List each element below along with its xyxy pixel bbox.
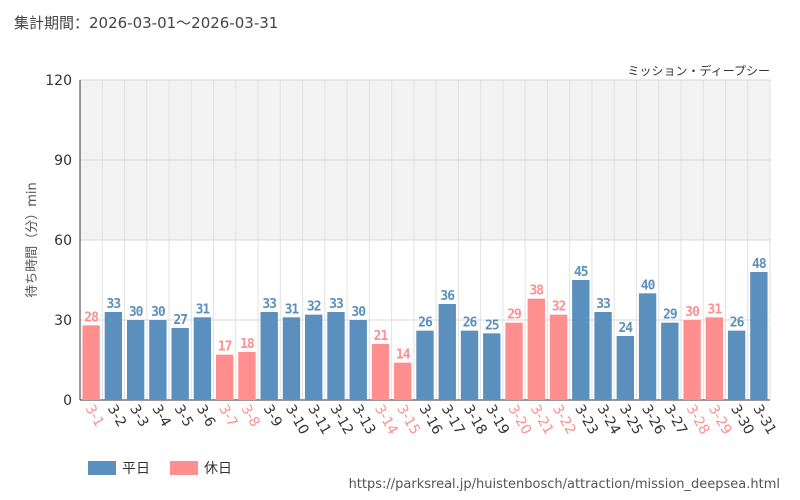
legend-label-holiday: 休日 — [204, 461, 232, 477]
bar-value-label: 45 — [574, 265, 588, 280]
bar-value-label: 30 — [351, 305, 366, 320]
x-tick-label: 3-6 — [193, 402, 218, 430]
bar — [616, 336, 635, 400]
bar-value-label: 26 — [418, 316, 433, 331]
bar — [460, 330, 479, 400]
bar — [638, 293, 657, 400]
bar-value-label: 28 — [84, 310, 99, 325]
bar — [215, 354, 234, 400]
bar — [661, 322, 679, 400]
period-label: 集計期間：2026-03-01～2026-03-31 — [14, 14, 279, 32]
y-tick-label: 120 — [45, 73, 72, 89]
bar-value-label: 26 — [463, 316, 478, 331]
x-tick-label: 3-2 — [104, 402, 129, 430]
bar-value-label: 33 — [107, 297, 121, 312]
bar — [104, 312, 123, 400]
bar-value-label: 25 — [485, 318, 499, 333]
x-tick-label: 3-9 — [260, 402, 285, 430]
y-tick-label: 0 — [63, 393, 72, 409]
bar-value-label: 31 — [708, 302, 723, 317]
bar — [505, 322, 523, 400]
bar-value-label: 18 — [240, 337, 255, 352]
bar — [260, 312, 278, 400]
bar — [349, 320, 367, 400]
bar-value-label: 21 — [374, 329, 389, 344]
bar — [126, 320, 145, 400]
bar — [171, 328, 189, 400]
attraction-name: ミッション・ディープシー — [627, 64, 770, 78]
bar-value-label: 40 — [641, 278, 656, 293]
legend-swatch-holiday — [170, 461, 198, 475]
bar-value-label: 36 — [440, 289, 455, 304]
bar — [371, 344, 390, 400]
bar — [750, 272, 768, 400]
y-tick-label: 60 — [54, 233, 72, 249]
x-tick-label: 3-4 — [148, 402, 173, 430]
legend-swatch-weekday — [88, 461, 116, 475]
bar-value-label: 38 — [529, 284, 544, 299]
bar-value-label: 30 — [151, 305, 166, 320]
bar — [82, 325, 100, 400]
bar — [683, 320, 701, 400]
bar — [572, 280, 590, 400]
bar-value-label: 48 — [752, 257, 767, 272]
bar — [483, 333, 501, 400]
bar — [549, 314, 568, 400]
bar-value-label: 33 — [596, 297, 610, 312]
bar — [238, 352, 256, 400]
x-tick-label: 3-5 — [171, 402, 196, 430]
x-tick-label: 3-31 — [749, 402, 779, 438]
bar — [705, 317, 724, 400]
bar — [727, 330, 746, 400]
bar-value-label: 32 — [307, 300, 321, 315]
bar-value-label: 29 — [507, 308, 521, 323]
bar-value-label: 33 — [329, 297, 343, 312]
bar-value-label: 26 — [730, 316, 745, 331]
bar — [416, 330, 434, 400]
bar-value-label: 32 — [552, 300, 566, 315]
legend-label-weekday: 平日 — [122, 461, 150, 477]
bar-value-label: 24 — [618, 321, 633, 336]
bar — [438, 304, 456, 400]
x-tick-label: 3-3 — [126, 402, 151, 430]
bar-value-label: 14 — [396, 348, 411, 363]
bar-value-label: 17 — [218, 340, 232, 355]
bar — [527, 298, 545, 400]
bar-value-label: 30 — [129, 305, 144, 320]
source-url: https://parksreal.jp/huistenbosch/attrac… — [348, 477, 780, 492]
bar-value-label: 30 — [685, 305, 700, 320]
bar — [149, 320, 167, 400]
legend-item-weekday: 平日 — [88, 458, 150, 478]
x-tick-label: 3-8 — [237, 402, 262, 430]
bar-value-label: 33 — [262, 297, 276, 312]
bar — [193, 317, 212, 400]
bar — [282, 317, 301, 400]
bar — [305, 314, 323, 400]
x-tick-label: 3-7 — [215, 402, 240, 430]
bar — [394, 362, 412, 400]
bar — [594, 312, 612, 400]
legend: 平日 休日 — [88, 458, 232, 478]
x-tick-label: 3-1 — [82, 402, 107, 430]
bar-value-label: 31 — [285, 302, 300, 317]
bar-value-label: 29 — [663, 308, 677, 323]
bar-value-label: 31 — [196, 302, 211, 317]
bar-value-label: 27 — [173, 313, 187, 328]
y-tick-label: 30 — [54, 313, 72, 329]
bar — [327, 312, 345, 400]
legend-item-holiday: 休日 — [170, 458, 232, 478]
y-axis-title: 待ち時間（分）min — [25, 182, 40, 298]
y-tick-label: 90 — [54, 153, 72, 169]
